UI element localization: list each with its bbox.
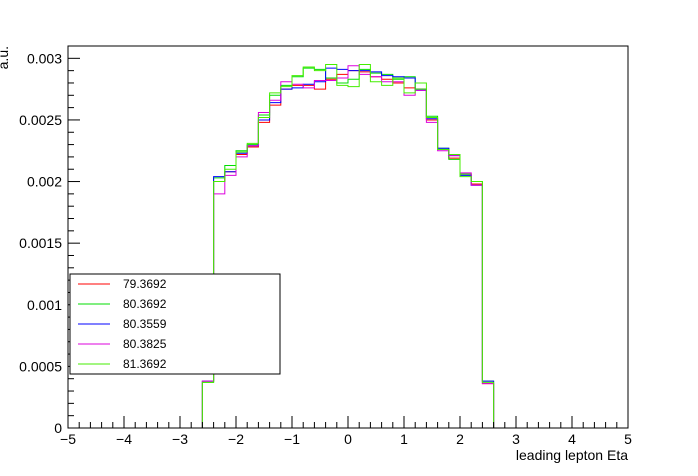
legend-label: 80.3825: [123, 337, 167, 351]
x-tick-label: −5: [60, 431, 76, 447]
legend-label: 79.3692: [123, 277, 167, 291]
y-tick-label: 0.0015: [19, 235, 62, 251]
y-axis: 0 0.0005 0.001 0.0015 0.002 0.0025 0.003: [19, 45, 80, 436]
x-tick-label: 5: [624, 431, 632, 447]
x-tick-label: 4: [568, 431, 576, 447]
legend-entry: 81.3692: [78, 357, 167, 371]
legend-entry: 80.3825: [78, 337, 167, 351]
legend: 79.3692 80.3692 80.3559 80.3825 81.3692: [69, 273, 281, 375]
y-tick-label: 0: [54, 420, 62, 436]
legend-label: 81.3692: [123, 357, 167, 371]
x-tick-label: 0: [344, 431, 352, 447]
series-line-5: [201, 63, 495, 428]
x-axis-title: leading lepton Eta: [516, 447, 628, 463]
y-tick-label: 0.003: [27, 50, 62, 66]
x-axis: −5 −4 −3 −2 −1 0 1 2 3 4 5: [60, 416, 632, 447]
legend-label: 80.3559: [123, 317, 167, 331]
y-axis-title: a.u.: [0, 46, 11, 69]
legend-entry: 80.3692: [78, 297, 167, 311]
series-5: [201, 63, 495, 428]
y-tick-label: 0.0025: [19, 112, 62, 128]
x-tick-label: 2: [456, 431, 464, 447]
legend-entry: 80.3559: [78, 317, 167, 331]
legend-entry: 79.3692: [78, 277, 167, 291]
y-tick-label: 0.002: [27, 174, 62, 190]
legend-label: 80.3692: [123, 297, 167, 311]
y-tick-label: 0.001: [27, 297, 62, 313]
x-tick-label: 1: [400, 431, 408, 447]
series-layer: [201, 63, 495, 428]
x-tick-label: −1: [284, 431, 300, 447]
x-tick-label: 3: [512, 431, 520, 447]
x-tick-label: −2: [228, 431, 244, 447]
x-tick-label: −4: [116, 431, 132, 447]
x-tick-label: −3: [172, 431, 188, 447]
y-tick-label: 0.0005: [19, 358, 62, 374]
